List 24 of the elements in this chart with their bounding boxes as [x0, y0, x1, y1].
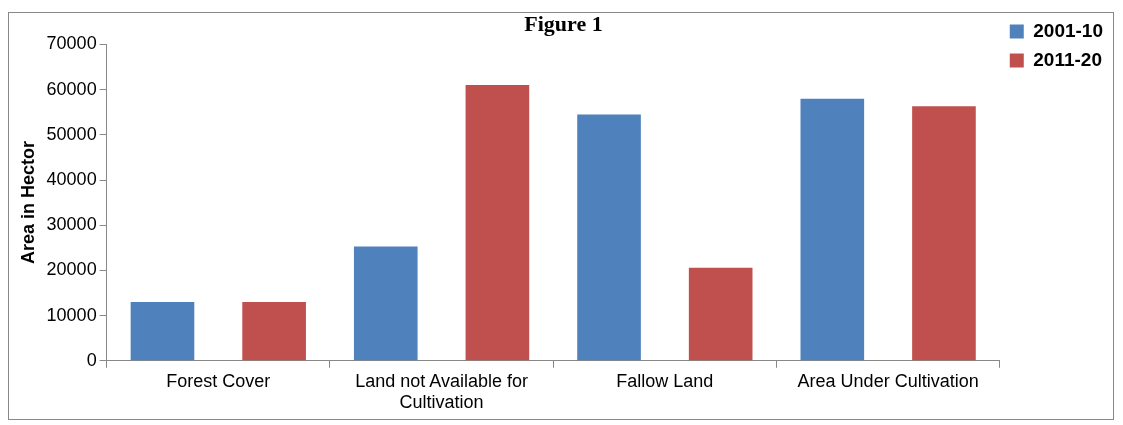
- y-tick-label: 30000: [46, 214, 97, 235]
- x-tick-label: Fallow Land: [616, 370, 714, 391]
- y-axis-title: Area in Hector: [17, 141, 38, 265]
- y-tick-label: 40000: [46, 168, 97, 189]
- bar: [465, 85, 530, 361]
- bar: [242, 302, 306, 361]
- bar: [577, 114, 641, 361]
- chart-title: Figure 1: [524, 10, 603, 36]
- bar: [353, 246, 418, 361]
- y-tick-label: 10000: [46, 304, 97, 325]
- y-tick-label: 70000: [46, 33, 97, 54]
- bar: [800, 98, 865, 361]
- bar: [912, 106, 976, 361]
- y-tick-label: 20000: [46, 259, 97, 280]
- legend-label: 2001-10: [1033, 19, 1104, 41]
- legend-label: 2011-20: [1033, 48, 1102, 70]
- y-tick-label: 60000: [46, 78, 97, 99]
- y-tick-label: 0: [86, 349, 97, 370]
- x-tick-label: Forest Cover: [166, 370, 271, 391]
- x-tick-label: Land not Available for Cultivation: [355, 370, 528, 413]
- y-tick-label: 50000: [46, 123, 97, 144]
- bar: [130, 302, 195, 361]
- bar: [688, 267, 753, 361]
- x-tick-label: Area Under Cultivation: [797, 370, 979, 391]
